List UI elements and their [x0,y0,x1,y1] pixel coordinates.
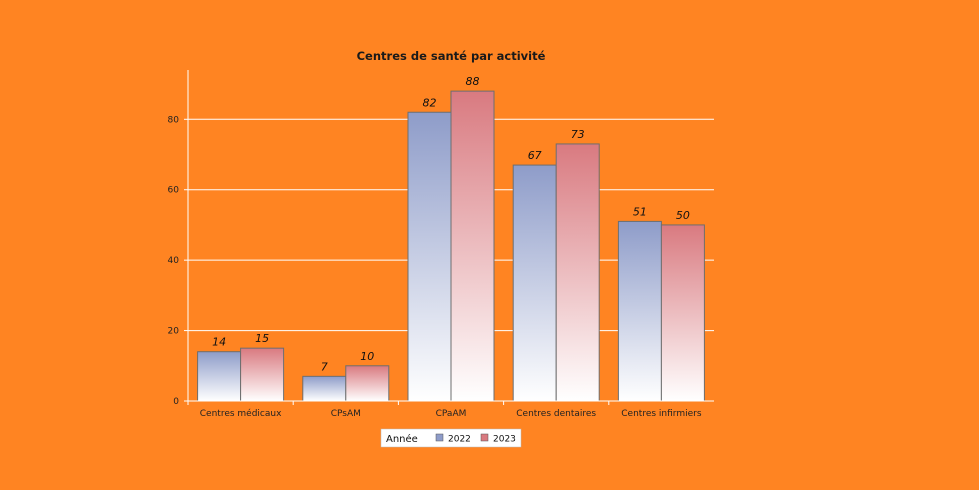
y-axis: 0 20 40 60 80 [168,70,189,407]
data-label-2022-3: 67 [528,149,542,162]
data-label-2022-1: 7 [321,360,328,373]
legend-swatch-2022 [435,433,444,442]
bar-2023-0 [240,347,285,402]
bar-2023-4 [660,224,705,402]
legend-swatch-2023 [480,433,489,442]
bars: 14 15 7 10 82 88 67 73 51 50 [197,75,705,402]
legend-label-2022: 2022 [448,435,471,445]
bar-2022-2 [407,111,452,402]
data-label-2023-2: 88 [466,75,480,88]
data-label-2022-4: 51 [633,205,647,218]
y-tick-label: 20 [168,327,180,337]
data-label-2023-3: 73 [571,128,585,141]
x-tick-label-4: Centres infirmiers [621,409,702,419]
y-tick-label: 80 [168,115,180,125]
bar-2022-4 [617,220,662,402]
x-tick-label-0: Centres médicaux [200,408,282,419]
data-label-2023-0: 15 [255,332,269,345]
data-label-2022-0: 14 [212,336,226,349]
data-label-2022-2: 82 [423,96,437,109]
bar-2022-0 [197,351,242,402]
bar-2022-3 [512,164,557,402]
bar-2023-1 [345,365,390,402]
bar-2022-1 [302,375,347,402]
y-tick-label: 40 [168,256,180,266]
data-label-2023-1: 10 [360,350,374,363]
bar-2023-2 [450,90,495,402]
y-tick-label: 60 [168,186,180,196]
x-axis: Centres médicaux CPsAM CPaAM Centres dentai… [187,400,714,419]
y-tick-label: 0 [173,397,179,407]
data-label-2023-4: 50 [676,209,690,222]
legend-title: Année [386,433,418,445]
legend-box [380,428,522,448]
x-tick-label-2: CPaAM [436,409,467,419]
chart-title: Centres de santé par activité [357,49,546,63]
x-tick-label-3: Centres dentaires [516,409,596,419]
legend-label-2023: 2023 [493,435,516,445]
bar-2023-3 [555,143,600,402]
x-tick-label-1: CPsAM [331,409,361,419]
legend: Année 2022 2023 [380,428,522,448]
